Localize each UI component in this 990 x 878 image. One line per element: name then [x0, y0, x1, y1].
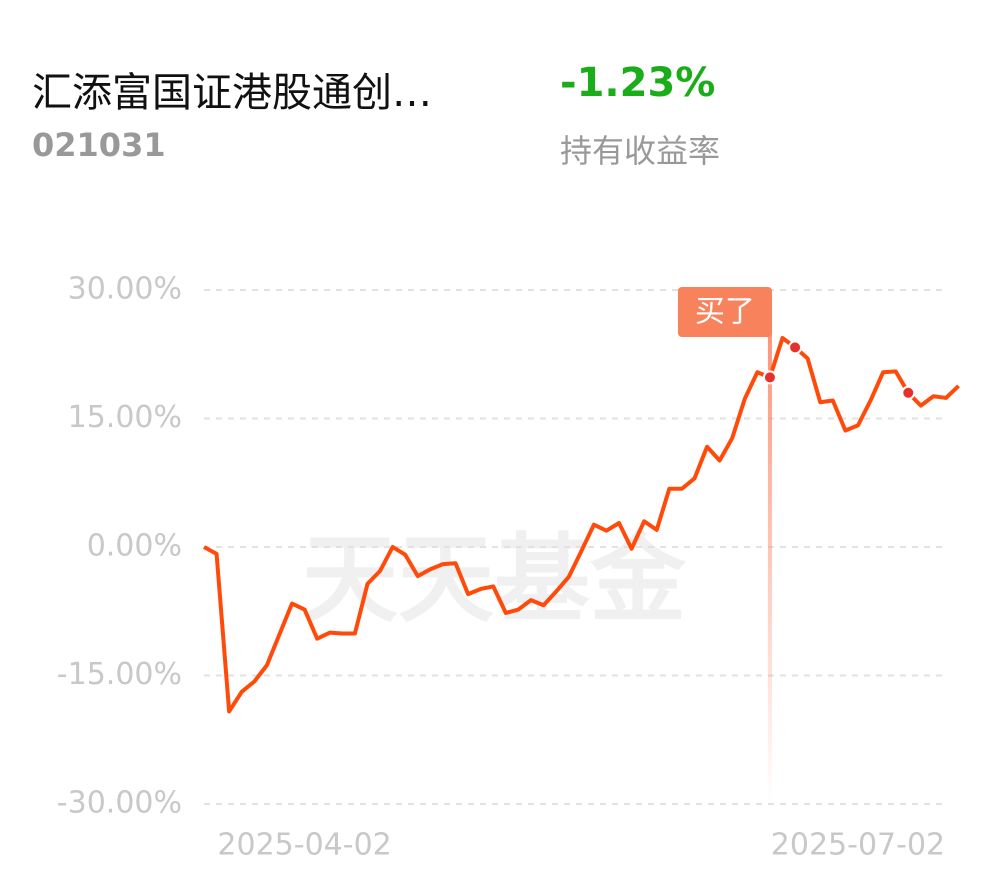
trade-marker [901, 385, 916, 400]
y-tick-label: 15.00% [68, 400, 182, 435]
fund-code: 021031 [32, 126, 166, 164]
buy-line [767, 290, 772, 804]
buy-text: 买了 [695, 295, 755, 330]
trade-marker [762, 370, 777, 385]
return-label: 持有收益率 [560, 132, 721, 170]
return-value: -1.23% [560, 60, 716, 106]
buy-badge [677, 287, 772, 337]
y-tick-label: 30.00% [68, 272, 182, 307]
y-tick-label: -15.00% [57, 657, 182, 692]
x-tick-label: 2025-04-02 [217, 828, 391, 863]
x-tick-label: 2025-07-02 [771, 828, 945, 863]
watermark: 天天基金 [302, 523, 687, 635]
trade-marker [788, 340, 803, 355]
data-line [203, 335, 960, 714]
fund-title[interactable]: 汇添富国证港股通创… [32, 70, 432, 116]
y-tick-label: 0.00% [87, 529, 182, 564]
y-tick-label: -30.00% [57, 786, 182, 821]
